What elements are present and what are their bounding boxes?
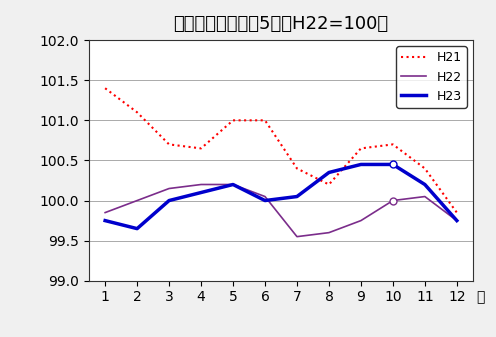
H21	[230, 118, 236, 122]
H23	[454, 219, 460, 223]
H22	[230, 182, 236, 186]
H22	[390, 198, 396, 203]
H21	[134, 110, 140, 114]
H23	[326, 171, 332, 175]
H21	[262, 118, 268, 122]
H23	[390, 162, 396, 166]
H22	[134, 198, 140, 203]
H22	[262, 194, 268, 198]
H23	[294, 194, 300, 198]
H22	[358, 219, 364, 223]
H22	[454, 219, 460, 223]
H23	[134, 226, 140, 231]
H21	[326, 182, 332, 186]
X-axis label: 月: 月	[476, 290, 485, 304]
H21	[454, 211, 460, 215]
H21	[294, 166, 300, 171]
H22	[326, 231, 332, 235]
H21	[198, 146, 204, 150]
H22	[422, 194, 428, 198]
H23	[166, 198, 172, 203]
Line: H23: H23	[105, 164, 457, 228]
H22	[198, 182, 204, 186]
H21	[166, 142, 172, 146]
H21	[390, 142, 396, 146]
H21	[422, 166, 428, 171]
H23	[358, 162, 364, 166]
Legend: H21, H22, H23: H21, H22, H23	[396, 47, 467, 108]
H23	[198, 190, 204, 194]
H22	[294, 235, 300, 239]
H22	[102, 211, 108, 215]
H21	[358, 146, 364, 150]
H22	[166, 186, 172, 190]
H23	[230, 182, 236, 186]
H23	[102, 219, 108, 223]
H21	[102, 86, 108, 90]
Title: 総合指数の動き　5市（H22=100）: 総合指数の動き 5市（H22=100）	[174, 15, 388, 33]
Line: H21: H21	[105, 88, 457, 213]
H23	[262, 198, 268, 203]
H23	[422, 182, 428, 186]
Line: H22: H22	[105, 184, 457, 237]
